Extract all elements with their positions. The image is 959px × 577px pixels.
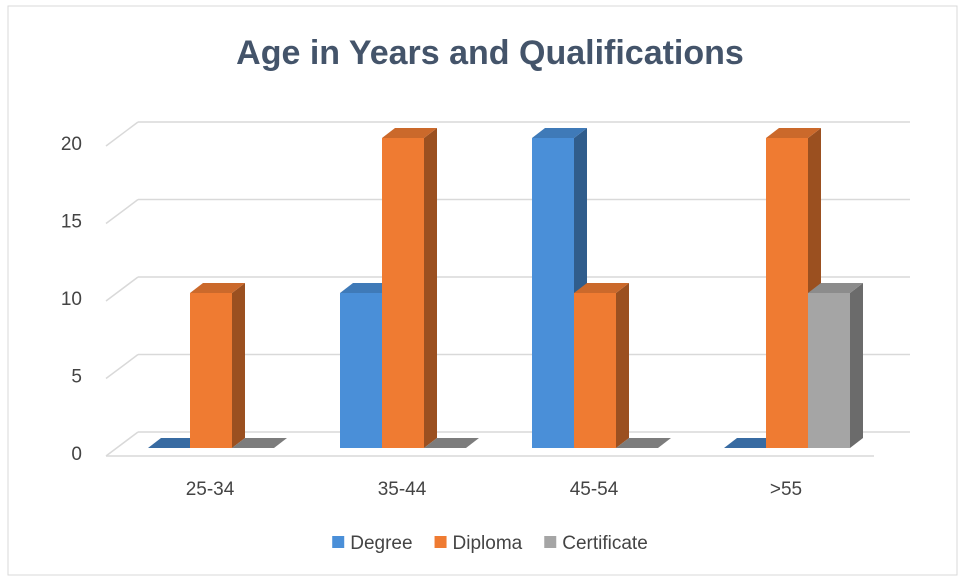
bar-top [190, 283, 245, 293]
bar [382, 138, 424, 448]
bar-top [382, 128, 437, 138]
legend-label: Diploma [453, 533, 523, 554]
bar-top [232, 438, 287, 448]
bar-top [724, 438, 779, 448]
bar [340, 293, 382, 448]
bar-top [574, 283, 629, 293]
bar-top [340, 283, 395, 293]
y-tick-label: 20 [61, 134, 82, 155]
y-tick-label: 0 [71, 444, 82, 465]
bar-top [424, 438, 479, 448]
bar-top [616, 438, 671, 448]
y-tick-label: 5 [71, 367, 82, 388]
legend-swatch [332, 536, 345, 548]
bar-top [766, 128, 821, 138]
x-tick-label: 45-54 [570, 479, 619, 500]
bar-top [532, 128, 587, 138]
legend-label: Degree [350, 533, 412, 554]
grid-line [105, 276, 139, 302]
bar [190, 293, 232, 448]
y-tick-label: 15 [61, 212, 82, 233]
bar [574, 293, 616, 448]
x-tick-label: >55 [770, 479, 802, 500]
bar-side [616, 283, 629, 448]
x-tick-label: 25-34 [186, 479, 235, 500]
bar-top [148, 438, 203, 448]
y-tick-label: 10 [61, 289, 82, 310]
bar [808, 293, 850, 448]
legend-swatch [434, 536, 447, 548]
x-tick-label: 35-44 [378, 479, 427, 500]
legend-swatch [544, 536, 557, 548]
bar [766, 138, 808, 448]
bar-side [850, 283, 863, 448]
grid-line [105, 431, 139, 457]
grid-line [105, 121, 139, 147]
bar-side [424, 128, 437, 448]
grid-line [105, 198, 139, 225]
chart-title: Age in Years and Qualifications [236, 34, 744, 72]
grid-line [105, 353, 139, 380]
bar-side [232, 283, 245, 448]
bar-top [808, 283, 863, 293]
legend-label: Certificate [562, 533, 648, 554]
bar [532, 138, 574, 448]
